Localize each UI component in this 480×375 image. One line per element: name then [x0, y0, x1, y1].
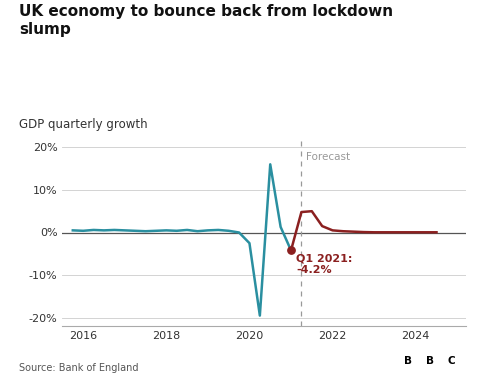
Text: UK economy to bounce back from lockdown
slump: UK economy to bounce back from lockdown … — [19, 4, 393, 38]
FancyBboxPatch shape — [422, 352, 438, 370]
FancyBboxPatch shape — [444, 352, 459, 370]
FancyBboxPatch shape — [400, 352, 416, 370]
Text: GDP quarterly growth: GDP quarterly growth — [19, 118, 148, 131]
Point — [287, 248, 295, 254]
Text: C: C — [448, 356, 456, 366]
Text: Forecast: Forecast — [306, 152, 350, 162]
Text: B: B — [405, 356, 412, 366]
Text: Source: Bank of England: Source: Bank of England — [19, 363, 139, 373]
Text: Q1 2021:
-4.2%: Q1 2021: -4.2% — [296, 254, 352, 275]
Text: B: B — [426, 356, 434, 366]
